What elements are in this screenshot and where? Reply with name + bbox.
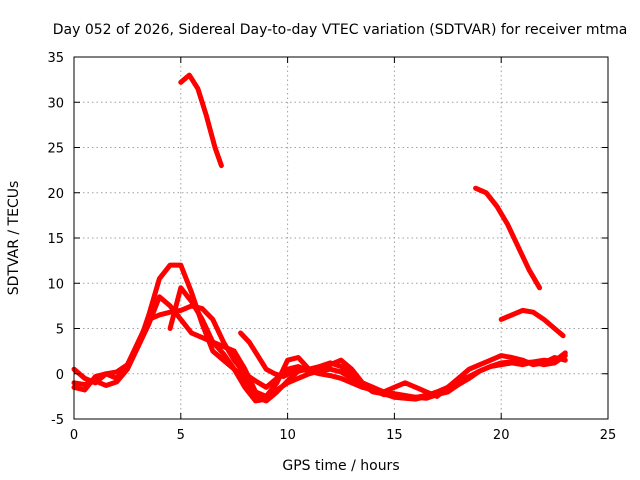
series-arc-g xyxy=(473,185,543,291)
y-tick-label: 0 xyxy=(56,368,64,383)
y-tick-label: 25 xyxy=(47,142,64,157)
x-tick-label: 0 xyxy=(70,428,78,443)
y-tick-label: 20 xyxy=(47,187,64,202)
y-tick-label: -5 xyxy=(51,413,64,428)
series-arc-e xyxy=(238,330,312,379)
x-tick-label: 15 xyxy=(386,428,403,443)
x-tick-label: 20 xyxy=(493,428,510,443)
x-tick-label: 5 xyxy=(177,428,185,443)
series-arc-f xyxy=(178,72,224,169)
series-arc-a xyxy=(71,262,568,404)
y-tick-label: 10 xyxy=(47,277,64,292)
x-axis-label: GPS time / hours xyxy=(282,458,399,474)
y-tick-label: 5 xyxy=(56,323,64,338)
chart-title: Day 052 of 2026, Sidereal Day-to-day VTE… xyxy=(53,22,628,38)
y-tick-label: 35 xyxy=(47,51,64,66)
data-series-group xyxy=(71,72,568,404)
y-axis-label: SDTVAR / TECUs xyxy=(6,181,22,296)
x-tick-label: 10 xyxy=(279,428,296,443)
series-arc-h xyxy=(498,307,566,339)
x-tick-label: 25 xyxy=(600,428,617,443)
y-tick-label: 30 xyxy=(47,96,64,111)
axis-ticks: 0 5 10 15 20 25 -5 0 5 10 15 20 25 30 35 xyxy=(47,51,616,443)
y-tick-label: 15 xyxy=(47,232,64,247)
series-arc-c xyxy=(71,303,568,401)
